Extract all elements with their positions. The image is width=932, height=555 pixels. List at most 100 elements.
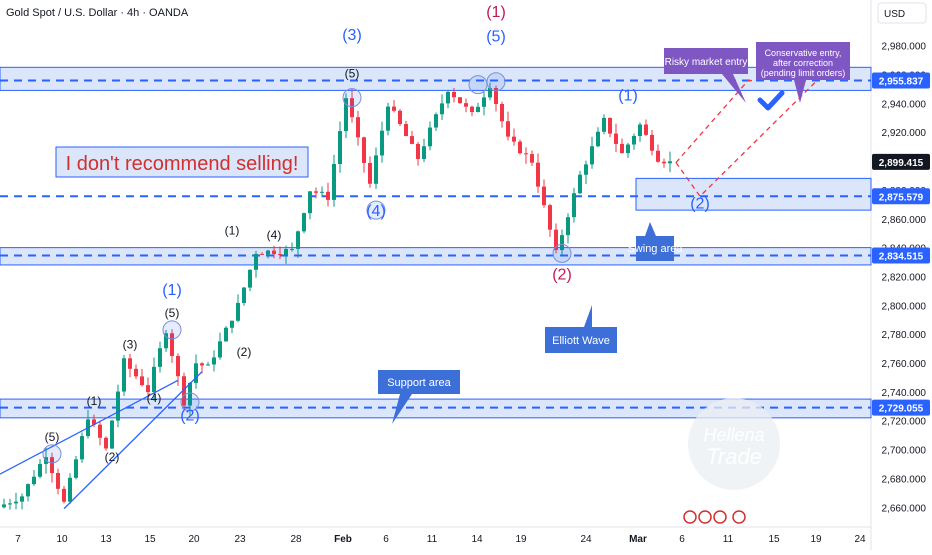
candle-body (326, 191, 330, 200)
candle-body (146, 385, 150, 393)
wave-point-circle (468, 75, 488, 95)
event-flags[interactable] (683, 510, 746, 524)
candle-body (386, 106, 390, 131)
price-tick-label: 2,660.000 (882, 503, 927, 514)
candle-body (254, 253, 258, 270)
wave-point-circle (162, 320, 182, 340)
price-label-text: 2,899.415 (879, 158, 924, 169)
candle-body (494, 88, 498, 105)
candle-body (152, 366, 156, 393)
wave-label: (4) (267, 228, 282, 242)
time-tick-label: 11 (723, 534, 734, 545)
wave-label: (1) (225, 224, 240, 238)
wave-label: (1) (486, 4, 506, 21)
wave-label: (2) (180, 408, 200, 425)
time-tick-label: 13 (100, 534, 112, 545)
wave-label: (1) (162, 282, 182, 299)
candle-body (194, 363, 198, 383)
swing-area-label: Swing area (627, 243, 683, 255)
us-flag-icon[interactable] (698, 510, 712, 524)
conservative-entry-line-2: after correction (773, 58, 833, 68)
candle-body (308, 191, 312, 214)
us-flag-icon[interactable] (732, 510, 746, 524)
candle-body (302, 213, 306, 232)
time-tick-label: 28 (290, 534, 302, 545)
candle-body (296, 231, 300, 249)
candle-body (314, 191, 318, 193)
drawing-layer (0, 71, 827, 510)
candle-body (452, 91, 456, 98)
price-tick-label: 2,920.000 (882, 128, 927, 139)
wave-label: (5) (165, 306, 180, 320)
candle-body (440, 103, 444, 115)
symbol-title[interactable]: Gold Spot / U.S. Dollar · 4h · OANDA (6, 7, 189, 19)
candle-body (350, 98, 354, 118)
candle-body (566, 217, 570, 236)
candle-body (536, 162, 540, 187)
conservative-entry-line-1: Conservative entry, (765, 48, 842, 58)
currency-button[interactable]: USD (877, 2, 927, 24)
watermark-logo: Hellena Trade (688, 398, 780, 490)
candle-body (548, 205, 552, 230)
candle-body (590, 146, 594, 165)
price-tick-label: 2,700.000 (882, 446, 927, 457)
time-tick-label: 10 (56, 534, 68, 545)
candle-body (128, 358, 132, 369)
watermark-line-1: Hellena (703, 425, 764, 445)
wave-point-circle (486, 72, 506, 92)
candle-body (134, 368, 138, 377)
candle-body (374, 155, 378, 184)
candle-body (476, 106, 480, 113)
candle-body (224, 327, 228, 342)
conservative-entry-line-3: (pending limit orders) (761, 68, 846, 78)
price-label-box (872, 72, 930, 89)
candle-body (320, 191, 324, 193)
time-tick-label: 6 (383, 534, 389, 545)
us-flag-icon[interactable] (683, 510, 697, 524)
elliott-wave-label: Elliott Wave (552, 335, 610, 347)
check-icon (757, 90, 785, 111)
candle-body (278, 254, 282, 256)
candle-body (74, 459, 78, 478)
candle-body (110, 420, 114, 449)
candle-body (482, 97, 486, 107)
support-area-callout: Support area (378, 370, 460, 424)
wave-label: (3) (342, 27, 362, 44)
candle-body (56, 472, 60, 489)
time-tick-label: 19 (810, 534, 822, 545)
wave-label: (2) (105, 450, 120, 464)
conservative-entry-callout: Conservative entry, after correction (pe… (756, 42, 850, 103)
candle-body (542, 186, 546, 206)
candle-body (602, 117, 606, 132)
candle-body (368, 162, 372, 184)
candle-body (398, 110, 402, 125)
wave-point-circle (42, 444, 62, 464)
time-tick-label: 15 (768, 534, 780, 545)
headline-box: I don't recommend selling! (55, 146, 309, 178)
candle-body (518, 141, 522, 154)
price-label-box (872, 247, 930, 264)
candle-body (212, 357, 216, 365)
risky-entry-path (675, 79, 754, 163)
time-tick-label: 7 (15, 534, 21, 545)
candle-body (458, 97, 462, 104)
candle-body (218, 341, 222, 358)
candle-body (380, 130, 384, 156)
wave-point-circle (342, 88, 362, 108)
wave-label: (4) (366, 203, 386, 220)
candle-body (2, 504, 6, 508)
candle-body (116, 391, 120, 421)
candle-body (170, 333, 174, 356)
candle-body (596, 131, 600, 147)
candle-body (512, 136, 516, 142)
candle-body (632, 136, 636, 145)
candle-body (560, 235, 564, 251)
candle-body (470, 106, 474, 113)
price-axis[interactable] (871, 0, 932, 550)
elliott-wave-callout: Elliott Wave (545, 305, 617, 353)
wave-point-circle (552, 243, 572, 263)
candle-body (428, 127, 432, 147)
us-flag-icon[interactable] (713, 510, 727, 524)
candle-body (26, 484, 30, 497)
